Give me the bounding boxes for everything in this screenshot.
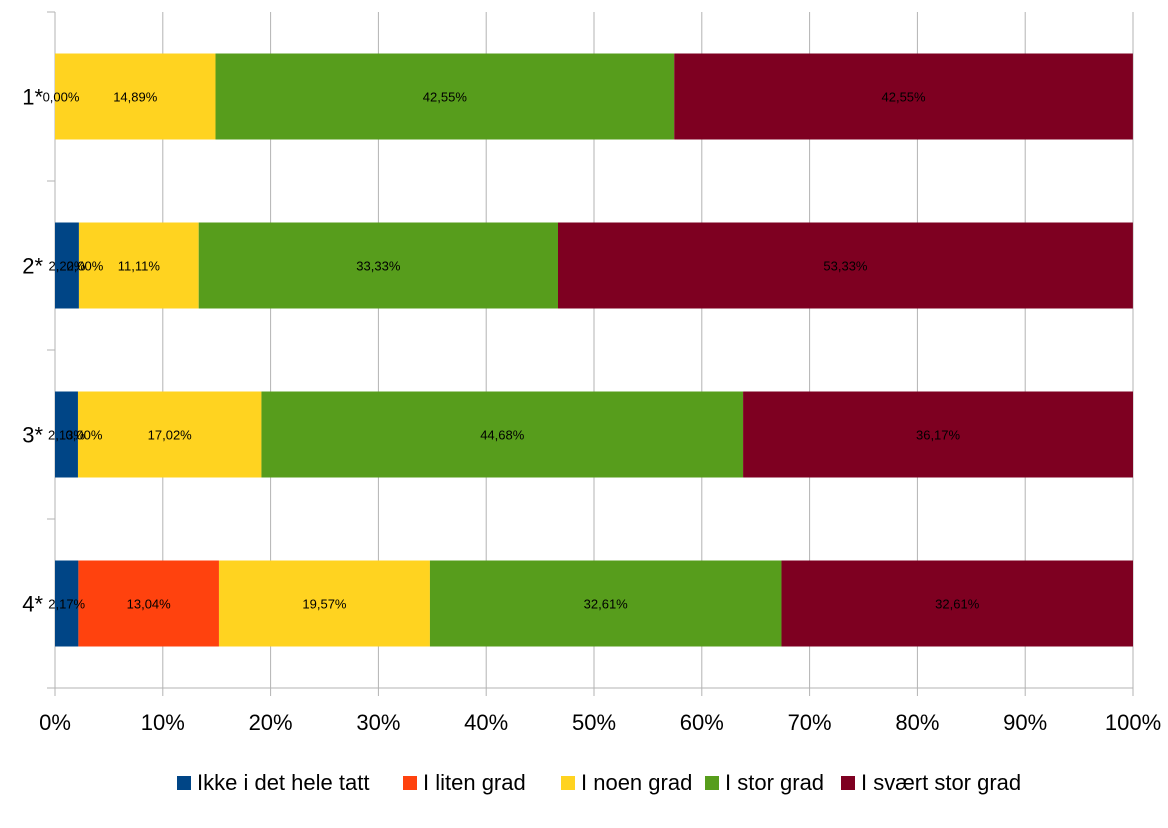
x-tick-label: 60% — [680, 710, 724, 735]
data-label: 2,17% — [48, 597, 85, 612]
legend-swatch — [841, 776, 855, 790]
category-labels: 1* 2* 3* 4* — [22, 85, 43, 617]
x-tick-label: 40% — [464, 710, 508, 735]
data-label: 11,11% — [118, 259, 161, 274]
bar-segment — [55, 560, 79, 647]
legend-swatch — [177, 776, 191, 790]
x-tick-label: 90% — [1003, 710, 1047, 735]
legend-label: I liten grad — [423, 770, 526, 795]
data-label: 32,61% — [935, 597, 980, 612]
x-tick-label: 30% — [356, 710, 400, 735]
data-labels: 0,00% 14,89% 42,55% 42,55%2,22%0,00% 11,11% 3… — [43, 90, 980, 612]
bar-segment — [557, 222, 1133, 309]
x-tick-label: 50% — [572, 710, 616, 735]
legend-swatch — [403, 776, 417, 790]
x-tick-label: 100% — [1105, 710, 1161, 735]
category-label: 1* — [22, 85, 43, 110]
legend: Ikke i det hele tatt I liten grad I noen g… — [177, 770, 1021, 795]
bar-segment — [55, 391, 78, 478]
data-label: 0,00% — [43, 90, 80, 105]
data-label: 19,57% — [302, 597, 347, 612]
bar-segment — [55, 222, 79, 309]
data-label: 53,33% — [823, 259, 868, 274]
data-label: 33,33% — [356, 259, 401, 274]
data-label: 14,89% — [113, 90, 158, 105]
legend-label: I stor grad — [725, 770, 824, 795]
legend-label: I svært stor grad — [861, 770, 1021, 795]
bar-segment — [55, 53, 216, 140]
category-label: 3* — [22, 423, 43, 448]
bar-segment — [215, 53, 675, 140]
legend-swatch — [705, 776, 719, 790]
bar-segment — [674, 53, 1133, 140]
x-tick-label: 70% — [788, 710, 832, 735]
bar-segment — [743, 391, 1133, 478]
legend-swatch — [561, 776, 575, 790]
bar-segment — [429, 560, 782, 647]
data-label: 0,00% — [66, 428, 103, 443]
category-label: 2* — [22, 254, 43, 279]
bar-segment — [781, 560, 1133, 647]
x-tick-label: 20% — [249, 710, 293, 735]
data-label: 36,17% — [916, 428, 961, 443]
x-tick-labels: 0% 10% 20% 30% 40% 50% 60% 70% 80% 90% 100% — [39, 710, 1161, 735]
legend-label: I noen grad — [581, 770, 692, 795]
data-label: 2,22% — [49, 259, 86, 274]
bar-segment — [78, 560, 219, 647]
x-tick-label: 10% — [141, 710, 185, 735]
data-label: 0,00% — [66, 259, 103, 274]
bar-segment — [78, 222, 199, 309]
category-label: 4* — [22, 592, 43, 617]
data-label: 17,02% — [148, 428, 193, 443]
data-label: 13,04% — [127, 597, 172, 612]
data-label: 44,68% — [480, 428, 525, 443]
legend-label: Ikke i det hele tatt — [197, 770, 369, 795]
bars — [55, 53, 1133, 647]
x-tick-label: 80% — [895, 710, 939, 735]
bar-segment — [261, 391, 744, 478]
data-label: 42,55% — [423, 90, 468, 105]
data-label: 42,55% — [882, 90, 927, 105]
data-label: 32,61% — [584, 597, 629, 612]
x-tick-label: 0% — [39, 710, 71, 735]
bar-segment — [198, 222, 558, 309]
data-label: 2,13% — [48, 428, 85, 443]
bar-segment — [77, 391, 262, 478]
bar-segment — [218, 560, 430, 647]
